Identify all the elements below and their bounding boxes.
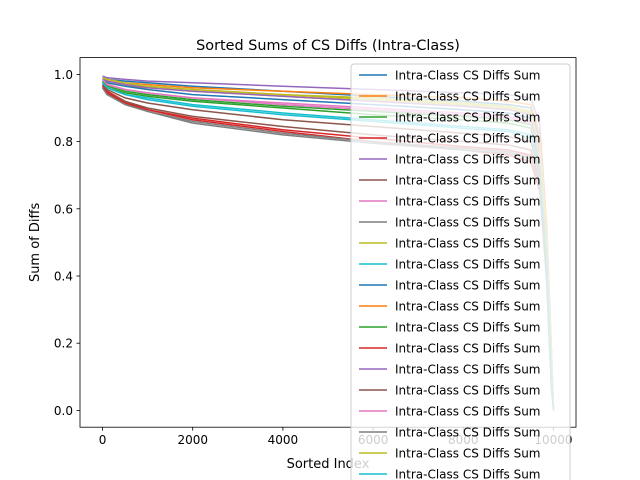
legend-entry: Intra-Class CS Diffs Sum [395,426,540,440]
legend-entry: Intra-Class CS Diffs Sum [395,111,540,125]
y-axis-ticks: 0.0 0.2 0.4 0.6 0.8 1.0 [54,68,80,418]
legend-entry: Intra-Class CS Diffs Sum [395,216,540,230]
legend-entry: Intra-Class CS Diffs Sum [395,174,540,188]
legend-entry: Intra-Class CS Diffs Sum [395,300,540,314]
y-tick-label: 1.0 [54,68,73,82]
legend: Intra-Class CS Diffs Sum Intra-Class CS D… [350,63,571,480]
legend-entry: Intra-Class CS Diffs Sum [395,258,540,272]
legend-entry: Intra-Class CS Diffs Sum [395,132,540,146]
y-tick-label: 0.8 [54,135,73,149]
legend-entry: Intra-Class CS Diffs Sum [395,468,540,480]
legend-entry: Intra-Class CS Diffs Sum [395,90,540,104]
legend-entry: Intra-Class CS Diffs Sum [395,195,540,209]
legend-entry: Intra-Class CS Diffs Sum [395,384,540,398]
chart-title: Sorted Sums of CS Diffs (Intra-Class) [196,38,460,54]
legend-entry: Intra-Class CS Diffs Sum [395,363,540,377]
y-tick-label: 0.4 [54,270,73,284]
legend-entry: Intra-Class CS Diffs Sum [395,321,540,335]
x-tick-label: 2000 [177,433,208,447]
legend-entry: Intra-Class CS Diffs Sum [395,342,540,356]
legend-frame [350,63,571,480]
x-axis-label: Sorted Index [287,457,370,472]
plot-area-frame [79,57,577,428]
y-axis-label: Sum of Diffs [28,203,43,283]
y-tick-label: 0.2 [54,337,73,351]
x-tick-label: 0 [99,433,107,447]
legend-entry: Intra-Class CS Diffs Sum [395,237,540,251]
legend-entry: Intra-Class CS Diffs Sum [395,279,540,293]
legend-entry: Intra-Class CS Diffs Sum [395,153,540,167]
y-tick-label: 0.6 [54,202,73,216]
legend-entry: Intra-Class CS Diffs Sum [395,447,540,461]
x-tick-label: 4000 [268,433,299,447]
y-tick-label: 0.0 [54,404,73,418]
legend-entry: Intra-Class CS Diffs Sum [395,69,540,83]
legend-entry: Intra-Class CS Diffs Sum [395,405,540,419]
